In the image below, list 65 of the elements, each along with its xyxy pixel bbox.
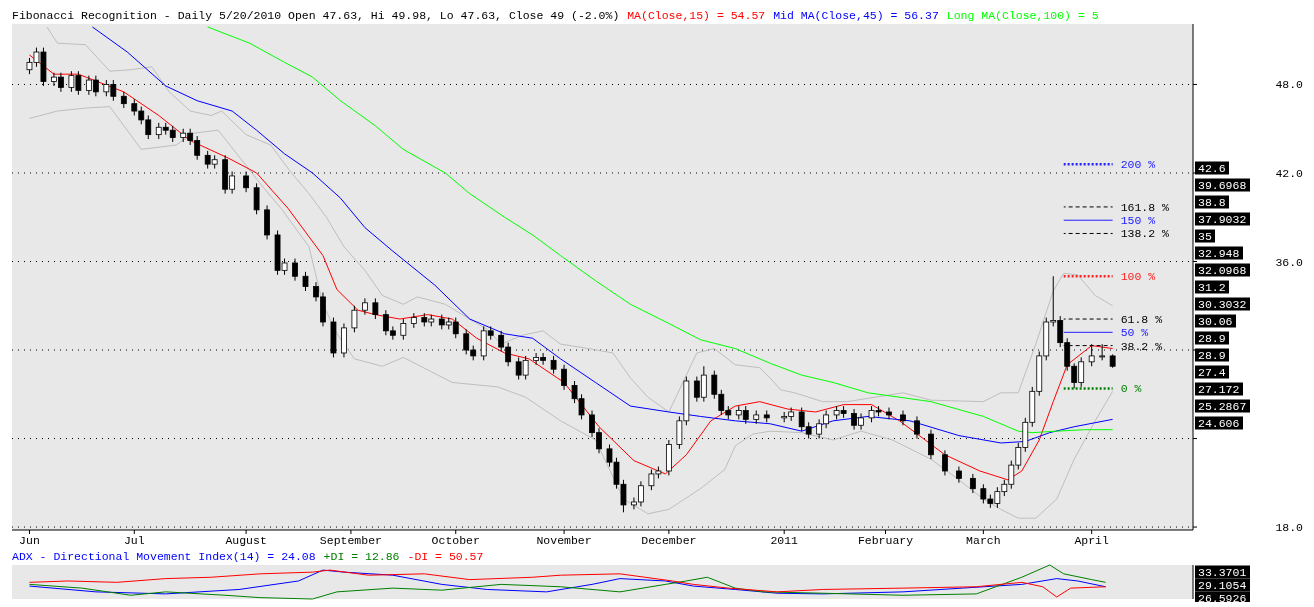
text: 30.06 — [1198, 315, 1233, 328]
x-tick-label: October — [431, 534, 480, 547]
series-label: 200 % — [1120, 158, 1156, 172]
text: Long MA(Close,100) = 5 — [946, 9, 1099, 22]
x-tick-label: September — [319, 534, 382, 547]
series-label: 38.2 % — [1120, 339, 1163, 353]
series-label: -DI = 50.57 — [407, 550, 484, 563]
text: 27.172 — [1198, 383, 1240, 396]
series-label: 0 % — [1120, 382, 1142, 396]
candlestick — [886, 407, 892, 420]
candlestick — [302, 271, 309, 292]
candlestick — [243, 171, 249, 193]
candlestick — [942, 449, 948, 476]
text: 33.3701 — [1198, 566, 1247, 579]
text: Mid MA(Close,45) = 56.37 — [773, 9, 939, 22]
legend-label: 138.2 % — [1120, 227, 1170, 241]
text: 37.9032 — [1198, 213, 1247, 226]
y-tick-label: 48.0 — [1275, 78, 1304, 92]
x-tick-label: Jul — [123, 534, 145, 547]
x-tick-label: Jun — [19, 534, 40, 547]
text: 38.8 — [1198, 196, 1226, 209]
candlestick — [351, 305, 358, 333]
x-tick-label: 2011 — [770, 534, 799, 547]
text: 32.948 — [1198, 247, 1240, 260]
line-series — [28, 106, 1114, 519]
text: 39.6968 — [1198, 179, 1247, 192]
candlestick — [253, 182, 260, 215]
text: 42.6 — [1198, 162, 1226, 175]
y-tick-label: 36.0 — [1275, 255, 1304, 269]
text: 30.3032 — [1198, 298, 1247, 311]
candlestick — [372, 297, 379, 320]
series-label: 61.8 % — [1120, 313, 1163, 327]
series-label: ADX - Directional Movement Index(14) = 24.08 — [12, 550, 316, 563]
candlestick — [969, 473, 976, 494]
text: 26.5926 — [1198, 592, 1247, 605]
text: 31.2 — [1198, 281, 1226, 294]
text: +DI = 12.86 — [323, 550, 400, 563]
y-tick-label: 18.0 — [1275, 521, 1304, 535]
x-tick-label: April — [1074, 534, 1110, 547]
x-tick-label: February — [857, 534, 914, 547]
x-tick-label: August — [225, 534, 267, 547]
candlestick — [362, 297, 368, 316]
candlestick — [561, 364, 567, 391]
series-label: 150 % — [1120, 214, 1156, 228]
x-tick-label: March — [966, 534, 1001, 547]
series-label: 100 % — [1120, 270, 1156, 284]
legend-label: 161.8 % — [1120, 200, 1170, 214]
candlestick — [928, 429, 934, 460]
x-tick-label: December — [641, 534, 697, 547]
text: 32.0968 — [1198, 264, 1247, 277]
text: 29.1054 — [1198, 579, 1247, 592]
x-tick-label: November — [536, 534, 592, 547]
text: 28.9 — [1198, 332, 1226, 345]
candlestick — [400, 318, 407, 341]
y-tick-label: 42.0 — [1275, 167, 1304, 180]
series-label: 50 % — [1120, 326, 1149, 340]
text: 25.2867 — [1198, 400, 1247, 413]
text: 35 — [1198, 230, 1212, 243]
text: MA(Close,15) = 54.57 — [627, 9, 766, 22]
chart-title: Fibonacci Recognition - Daily 5/20/2010 Open 47.63, Hi 49.98, Lo 47.63, Close 49 (-2.0%) — [12, 9, 620, 22]
candlestick — [292, 258, 298, 282]
text: 24.606 — [1198, 417, 1240, 430]
text: 28.9 — [1198, 349, 1226, 362]
text: 27.4 — [1198, 366, 1226, 379]
candlestick — [900, 410, 906, 426]
